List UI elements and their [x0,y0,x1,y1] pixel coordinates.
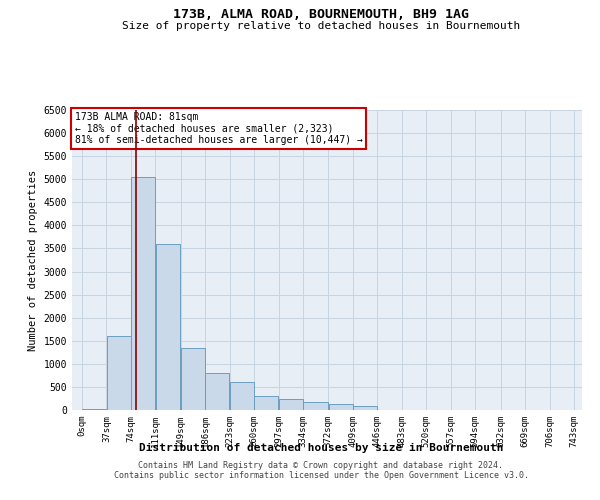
Text: 173B, ALMA ROAD, BOURNEMOUTH, BH9 1AG: 173B, ALMA ROAD, BOURNEMOUTH, BH9 1AG [173,8,469,20]
Bar [279,400,303,410]
Bar [205,373,229,410]
Text: Size of property relative to detached houses in Bournemouth: Size of property relative to detached ho… [122,21,520,31]
Bar [131,177,155,410]
Text: Contains HM Land Registry data © Crown copyright and database right 2024.
Contai: Contains HM Land Registry data © Crown c… [113,460,529,480]
Bar [304,402,328,410]
Text: Distribution of detached houses by size in Bournemouth: Distribution of detached houses by size … [139,442,503,452]
Bar [353,406,377,410]
Y-axis label: Number of detached properties: Number of detached properties [28,170,38,350]
Bar [82,408,106,410]
Bar [181,348,205,410]
Bar [329,404,353,410]
Text: 173B ALMA ROAD: 81sqm
← 18% of detached houses are smaller (2,323)
81% of semi-d: 173B ALMA ROAD: 81sqm ← 18% of detached … [74,112,362,144]
Bar [156,244,181,410]
Bar [230,382,254,410]
Bar [254,396,278,410]
Bar [107,336,131,410]
